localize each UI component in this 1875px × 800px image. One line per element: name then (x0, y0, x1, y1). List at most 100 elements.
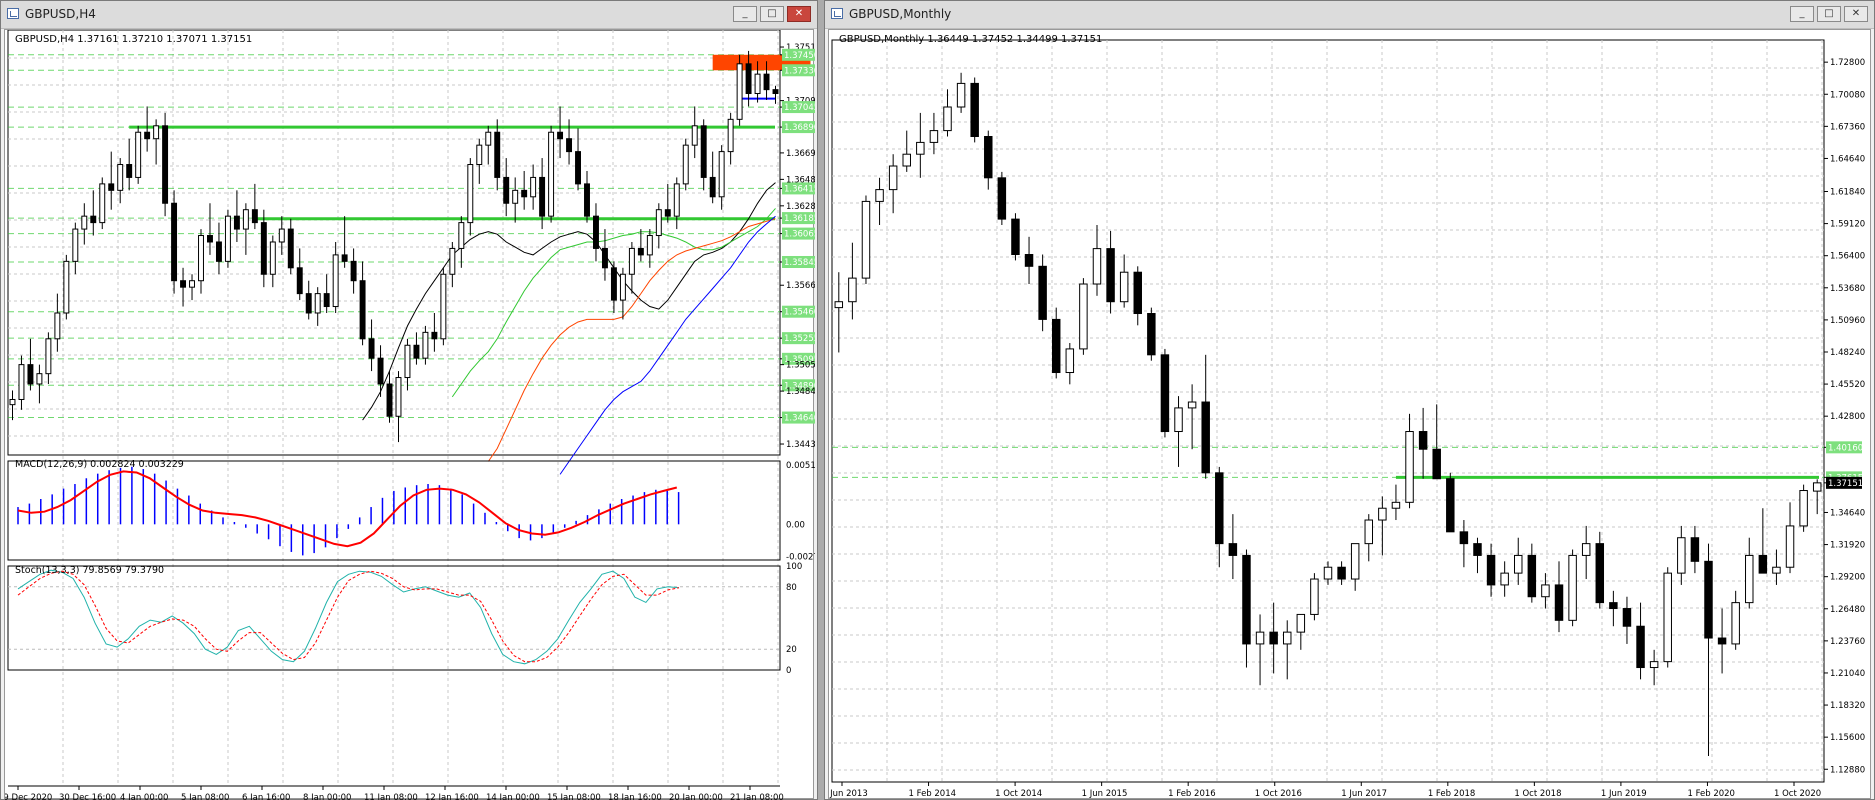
candle-body[interactable] (99, 183, 106, 224)
candle-body[interactable] (1609, 602, 1618, 610)
candle-body[interactable] (269, 241, 276, 275)
candle-body[interactable] (314, 293, 321, 314)
candle-body[interactable] (700, 125, 707, 178)
candle-body[interactable] (198, 235, 204, 282)
candle-body[interactable] (458, 222, 465, 249)
h4-chart-svg[interactable]: 1.375101.374501.373301.370951.370451.368… (5, 30, 815, 800)
candle-body[interactable] (1812, 482, 1822, 492)
candle-body[interactable] (673, 183, 680, 217)
candle-body[interactable] (619, 273, 626, 301)
candle-body[interactable] (341, 254, 348, 262)
candle-body[interactable] (593, 215, 599, 249)
candle-body[interactable] (90, 215, 97, 224)
candle-body[interactable] (1500, 572, 1509, 586)
candle-body[interactable] (956, 82, 966, 108)
candle-body[interactable] (72, 228, 79, 262)
candle-body[interactable] (1568, 554, 1577, 621)
candle-body[interactable] (207, 235, 213, 243)
candle-body[interactable] (875, 189, 884, 202)
candle-body[interactable] (1649, 661, 1659, 669)
candle-body[interactable] (1174, 407, 1183, 433)
minimize-button[interactable]: _ (733, 6, 757, 22)
candle-body[interactable] (943, 106, 952, 132)
candle-body[interactable] (1242, 554, 1251, 645)
candle-body[interactable] (395, 377, 402, 417)
monthly-chart-window[interactable]: GBPUSD,Monthly _ □ ✕ 1.72800 1.70080 1.673… (824, 0, 1875, 800)
candle-body[interactable] (1160, 354, 1170, 433)
candle-body[interactable] (386, 383, 393, 417)
candle-body[interactable] (861, 200, 871, 279)
candle-body[interactable] (171, 202, 178, 282)
candle-body[interactable] (377, 357, 384, 385)
candle-body[interactable] (1636, 625, 1645, 669)
candle-body[interactable] (1079, 283, 1088, 350)
candle-body[interactable] (126, 164, 133, 178)
candle-body[interactable] (332, 254, 339, 308)
h4-chart-window[interactable]: GBPUSD,H4 _ □ ✕ 1.375101.37450 1.37330 1.3… (0, 0, 818, 800)
candle-body[interactable] (162, 125, 169, 204)
candle-body[interactable] (36, 373, 43, 385)
candle-body[interactable] (108, 183, 115, 191)
candle-body[interactable] (1758, 554, 1768, 574)
candle-body[interactable] (45, 338, 52, 375)
candle-body[interactable] (180, 280, 187, 288)
candle-body[interactable] (610, 267, 617, 301)
candle-body[interactable] (63, 260, 70, 314)
candle-body[interactable] (144, 131, 151, 140)
candle-body[interactable] (664, 209, 671, 217)
candle-body[interactable] (1486, 554, 1496, 586)
candle-body[interactable] (970, 82, 979, 138)
candle-body[interactable] (848, 277, 857, 303)
candle-body[interactable] (1446, 478, 1455, 533)
candle-body[interactable] (1418, 431, 1428, 450)
candle-body[interactable] (323, 293, 330, 308)
candle-body[interactable] (916, 141, 925, 155)
candle-body[interactable] (1310, 578, 1319, 615)
candle-body[interactable] (1677, 537, 1686, 574)
candle-body[interactable] (637, 247, 644, 256)
candle-body[interactable] (1785, 525, 1795, 568)
candle-body[interactable] (233, 215, 240, 230)
monthly-chart-area[interactable]: 1.72800 1.70080 1.67360 1.64640 1.61840 1.591… (828, 29, 1871, 799)
candle-body[interactable] (1663, 572, 1672, 663)
candle-body[interactable] (1323, 566, 1333, 580)
candle-body[interactable] (242, 209, 249, 230)
candle-body[interactable] (888, 165, 898, 191)
candle-body[interactable] (1622, 608, 1632, 627)
candle-body[interactable] (503, 176, 510, 204)
candle-body[interactable] (1187, 401, 1197, 409)
candle-body[interactable] (485, 131, 492, 146)
candle-body[interactable] (1527, 554, 1537, 598)
candle-body[interactable] (1106, 248, 1115, 303)
candle-body[interactable] (1011, 218, 1020, 256)
candle-body[interactable] (929, 130, 939, 143)
candle-body[interactable] (1296, 613, 1306, 633)
maximize-button[interactable]: □ (760, 6, 784, 22)
candle-body[interactable] (251, 209, 258, 224)
candle-body[interactable] (772, 89, 779, 95)
candle-body[interactable] (305, 293, 312, 314)
candle-body[interactable] (1364, 519, 1374, 545)
candle-body[interactable] (1595, 543, 1605, 604)
candle-body[interactable] (1269, 631, 1278, 645)
candle-body[interactable] (1215, 472, 1224, 545)
candle-body[interactable] (1541, 584, 1550, 598)
candle-body[interactable] (691, 125, 698, 146)
candle-body[interactable] (709, 176, 716, 198)
candle-body[interactable] (1704, 560, 1713, 639)
candle-body[interactable] (287, 228, 294, 269)
candle-body[interactable] (1255, 631, 1265, 645)
candle-body[interactable] (215, 241, 222, 262)
candle-body[interactable] (745, 63, 752, 95)
candle-body[interactable] (350, 260, 357, 282)
candle-body[interactable] (54, 312, 61, 340)
candle-body[interactable] (296, 267, 303, 295)
candle-body[interactable] (431, 331, 438, 340)
candle-body[interactable] (834, 301, 844, 309)
candle-body[interactable] (117, 164, 124, 191)
candle-body[interactable] (1391, 501, 1401, 509)
candle-body[interactable] (18, 364, 25, 400)
candle-body[interactable] (727, 118, 734, 153)
candle-body[interactable] (1799, 490, 1808, 527)
candle-body[interactable] (1459, 531, 1469, 545)
